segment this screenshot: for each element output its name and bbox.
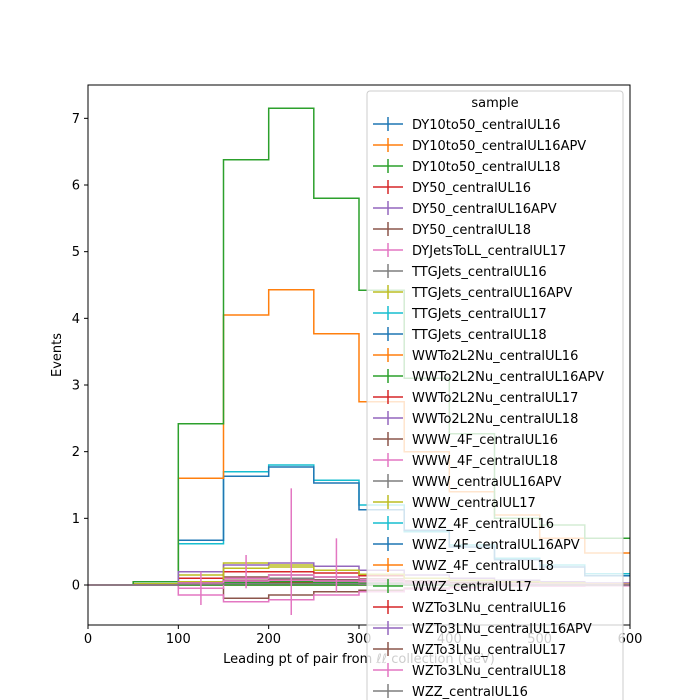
svg-text:WWZ_centralUL17: WWZ_centralUL17 [412, 580, 532, 595]
svg-text:DY10to50_centralUL18: DY10to50_centralUL18 [412, 160, 561, 175]
y-tick-label-6: 6 [72, 179, 80, 194]
svg-text:WZTo3LNu_centralUL18: WZTo3LNu_centralUL18 [412, 664, 566, 679]
x-tick-label-2: 200 [256, 632, 281, 647]
legend-item-5: DY50_centralUL18 [373, 222, 531, 238]
legend-item-13: WWTo2L2Nu_centralUL17 [373, 390, 578, 406]
legend-item-9: TTGJets_centralUL17 [373, 306, 547, 322]
legend-item-2: DY10to50_centralUL18 [373, 159, 561, 175]
x-tick-label-6: 600 [618, 632, 643, 647]
y-tick-label-2: 2 [72, 445, 80, 460]
svg-text:WWZ_4F_centralUL16: WWZ_4F_centralUL16 [412, 517, 554, 532]
svg-text:TTGJets_centralUL18: TTGJets_centralUL18 [411, 328, 547, 343]
legend: sample DY10to50_centralUL16 DY10to50_centr… [366, 90, 624, 700]
svg-text:WWTo2L2Nu_centralUL17: WWTo2L2Nu_centralUL17 [412, 391, 578, 406]
y-tick-label-4: 4 [72, 312, 80, 327]
legend-item-21: WWZ_4F_centralUL18 [373, 558, 554, 574]
svg-text:WWW_centralUL17: WWW_centralUL17 [412, 496, 536, 511]
legend-item-27: WZZ_centralUL16 [373, 684, 528, 700]
svg-text:TTGJets_centralUL16: TTGJets_centralUL16 [411, 265, 547, 280]
legend-item-7: TTGJets_centralUL16 [373, 264, 547, 280]
legend-item-17: WWW_centralUL16APV [373, 474, 561, 490]
y-tick-label-1: 1 [72, 512, 80, 527]
svg-text:WWW_4F_centralUL16: WWW_4F_centralUL16 [412, 433, 558, 448]
legend-item-6: DYJetsToLL_centralUL17 [373, 243, 566, 259]
svg-text:WWTo2L2Nu_centralUL16APV: WWTo2L2Nu_centralUL16APV [412, 370, 604, 385]
y-tick-label-5: 5 [72, 245, 80, 260]
legend-item-14: WWTo2L2Nu_centralUL18 [373, 411, 578, 427]
legend-item-25: WZTo3LNu_centralUL17 [373, 642, 566, 658]
x-tick-label-1: 100 [166, 632, 191, 647]
svg-text:WWZ_4F_centralUL18: WWZ_4F_centralUL18 [412, 559, 554, 574]
y-axis-label: Events [50, 333, 65, 377]
legend-item-22: WWZ_centralUL17 [373, 579, 532, 595]
legend-item-26: WZTo3LNu_centralUL18 [373, 663, 566, 679]
svg-text:DYJetsToLL_centralUL17: DYJetsToLL_centralUL17 [412, 244, 566, 259]
x-tick-label-0: 0 [84, 632, 92, 647]
legend-item-20: WWZ_4F_centralUL16APV [373, 537, 580, 553]
legend-item-1: DY10to50_centralUL16APV [373, 138, 586, 154]
legend-item-16: WWW_4F_centralUL18 [373, 453, 558, 469]
svg-text:WWTo2L2Nu_centralUL16: WWTo2L2Nu_centralUL16 [412, 349, 578, 364]
x-tick-label-3: 300 [347, 632, 372, 647]
legend-item-23: WZTo3LNu_centralUL16 [373, 600, 566, 616]
svg-text:TTGJets_centralUL17: TTGJets_centralUL17 [411, 307, 547, 322]
y-tick-label-3: 3 [72, 379, 80, 394]
legend-title: sample [471, 96, 518, 111]
svg-text:DY50_centralUL16APV: DY50_centralUL16APV [412, 202, 557, 217]
legend-item-11: WWTo2L2Nu_centralUL16 [373, 348, 578, 364]
y-tick-label-0: 0 [72, 579, 80, 594]
legend-item-10: TTGJets_centralUL18 [373, 327, 547, 343]
svg-text:DY10to50_centralUL16: DY10to50_centralUL16 [412, 118, 561, 133]
legend-item-8: TTGJets_centralUL16APV [373, 285, 572, 301]
svg-text:DY10to50_centralUL16APV: DY10to50_centralUL16APV [412, 139, 586, 154]
svg-text:WZTo3LNu_centralUL16APV: WZTo3LNu_centralUL16APV [412, 622, 592, 637]
svg-text:WZZ_centralUL16: WZZ_centralUL16 [412, 685, 528, 700]
legend-item-3: DY50_centralUL16 [373, 180, 531, 196]
svg-text:DY50_centralUL18: DY50_centralUL18 [412, 223, 531, 238]
legend-item-24: WZTo3LNu_centralUL16APV [373, 621, 592, 637]
svg-text:WWW_centralUL16APV: WWW_centralUL16APV [412, 475, 561, 490]
svg-text:WZTo3LNu_centralUL16: WZTo3LNu_centralUL16 [412, 601, 566, 616]
svg-text:WWTo2L2Nu_centralUL18: WWTo2L2Nu_centralUL18 [412, 412, 578, 427]
legend-item-19: WWZ_4F_centralUL16 [373, 516, 554, 532]
svg-text:WWZ_4F_centralUL16APV: WWZ_4F_centralUL16APV [412, 538, 580, 553]
y-tick-label-7: 7 [72, 112, 80, 127]
legend-item-4: DY50_centralUL16APV [373, 201, 557, 217]
legend-item-15: WWW_4F_centralUL16 [373, 432, 558, 448]
legend-item-12: WWTo2L2Nu_centralUL16APV [373, 369, 604, 385]
legend-item-0: DY10to50_centralUL16 [373, 117, 561, 133]
legend-item-18: WWW_centralUL17 [373, 495, 536, 511]
svg-text:DY50_centralUL16: DY50_centralUL16 [412, 181, 531, 196]
svg-text:TTGJets_centralUL16APV: TTGJets_centralUL16APV [411, 286, 572, 301]
legend-box [366, 90, 624, 700]
svg-text:WZTo3LNu_centralUL17: WZTo3LNu_centralUL17 [412, 643, 566, 658]
svg-text:WWW_4F_centralUL18: WWW_4F_centralUL18 [412, 454, 558, 469]
